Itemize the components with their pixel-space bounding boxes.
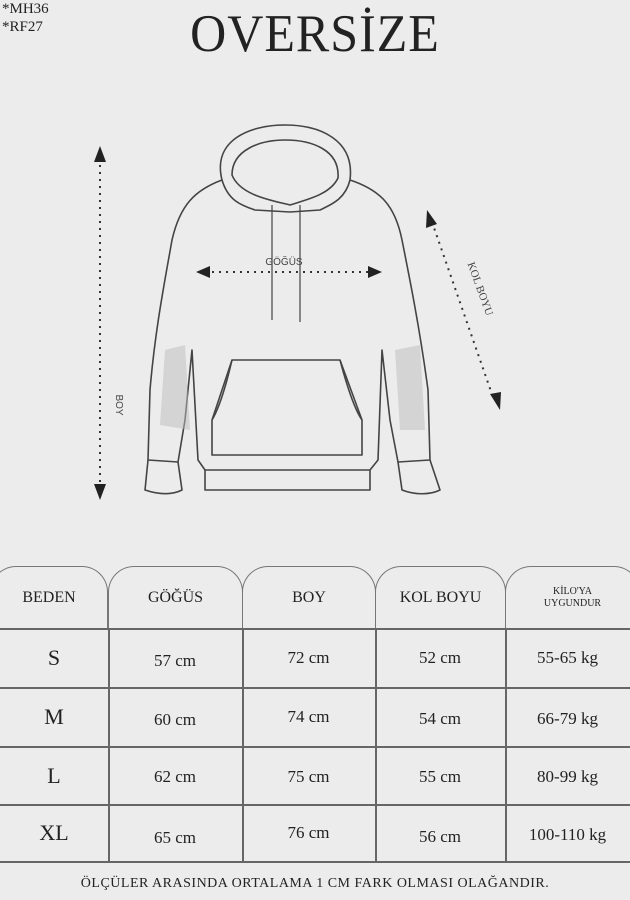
arrow-down-icon [490,392,501,410]
product-codes: *MH36 *RF27 [2,0,49,36]
cell-weight: 55-65 kg [537,648,598,667]
header-weight-line: UYGUNDUR [543,597,602,609]
header-weight: KİLO'YA UYGUNDUR [505,566,630,628]
cell-length: 75 cm [287,767,330,786]
cell-chest: 65 cm [153,828,197,847]
cell-size: L [47,763,61,788]
header-length: BOY [242,566,376,628]
cell-size: XL [39,820,69,845]
arrow-up-icon [426,210,437,228]
header-weight-line: KİLO'YA [552,585,593,597]
measurement-note: ÖLÇÜLER ARASINDA ORTALAMA 1 CM FARK OLMA… [80,876,550,891]
cell-chest: 60 cm [153,710,197,729]
arrow-down-icon [94,484,106,500]
product-code: *RF27 [2,19,43,35]
header-chest: GÖĞÜS [108,566,243,628]
arrow-left-icon [196,266,210,278]
hoodie-hood [219,124,352,213]
arrow-right-icon [368,266,382,278]
cell-weight: 80-99 kg [537,767,598,786]
arrow-up-icon [94,146,106,162]
page-title: OVERSİZE [190,3,440,63]
cell-chest: 62 cm [153,767,197,786]
cell-length: 76 cm [287,823,330,842]
cell-length: 74 cm [287,707,330,726]
hoodie-body [147,179,431,491]
product-code: *MH36 [2,1,49,17]
cell-sleeve: 55 cm [418,767,462,786]
chest-label: GÖĞÜS [265,255,303,268]
hoodie-diagram: GÖĞÜS BOY KOL BOYU [94,124,501,500]
size-table: BEDEN GÖĞÜS BOY KOL BOYU KİLO'YA UYGUNDU… [0,566,630,863]
cell-size: M [44,704,64,729]
length-label: BOY [113,394,124,415]
cell-sleeve: 52 cm [418,648,462,667]
cell-sleeve: 56 cm [418,827,462,846]
hoodie-pocket [211,359,363,456]
sleeve-label: KOL BOYU [465,261,495,318]
cell-chest: 57 cm [153,651,197,670]
cell-size: S [47,645,61,670]
header-sleeve: KOL BOYU [375,566,506,628]
cell-weight: 66-79 kg [537,709,598,728]
cell-weight: 100-110 kg [528,825,607,844]
header-size: BEDEN [0,566,108,628]
cell-length: 72 cm [287,648,330,667]
cell-sleeve: 54 cm [418,709,462,728]
